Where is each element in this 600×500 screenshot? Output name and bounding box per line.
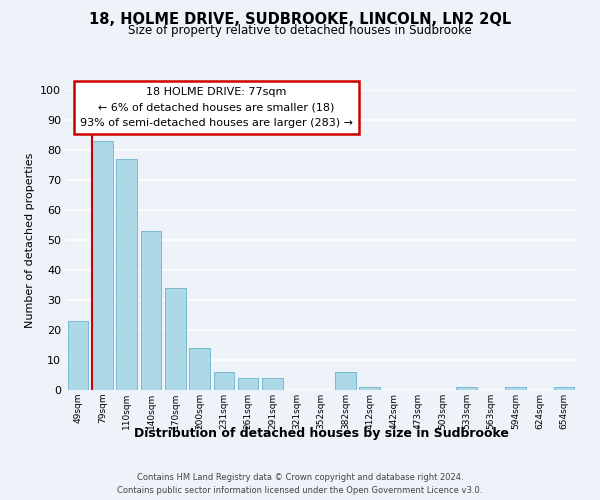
Text: Size of property relative to detached houses in Sudbrooke: Size of property relative to detached ho… bbox=[128, 24, 472, 37]
Bar bbox=[457, 387, 477, 390]
Y-axis label: Number of detached properties: Number of detached properties bbox=[25, 152, 35, 328]
Bar bbox=[68, 321, 88, 390]
Bar bbox=[214, 372, 234, 390]
Bar bbox=[335, 372, 356, 390]
Bar bbox=[505, 387, 526, 390]
Bar bbox=[116, 159, 137, 390]
Bar bbox=[92, 141, 113, 390]
Bar bbox=[554, 387, 574, 390]
Text: Distribution of detached houses by size in Sudbrooke: Distribution of detached houses by size … bbox=[134, 428, 508, 440]
Bar bbox=[140, 231, 161, 390]
Text: 18 HOLME DRIVE: 77sqm
← 6% of detached houses are smaller (18)
93% of semi-detac: 18 HOLME DRIVE: 77sqm ← 6% of detached h… bbox=[80, 87, 353, 128]
Text: Contains HM Land Registry data © Crown copyright and database right 2024.
Contai: Contains HM Land Registry data © Crown c… bbox=[118, 474, 482, 495]
Bar bbox=[262, 378, 283, 390]
Bar bbox=[238, 378, 259, 390]
Text: 18, HOLME DRIVE, SUDBROOKE, LINCOLN, LN2 2QL: 18, HOLME DRIVE, SUDBROOKE, LINCOLN, LN2… bbox=[89, 12, 511, 28]
Bar bbox=[359, 387, 380, 390]
Bar bbox=[189, 348, 210, 390]
Bar bbox=[165, 288, 185, 390]
